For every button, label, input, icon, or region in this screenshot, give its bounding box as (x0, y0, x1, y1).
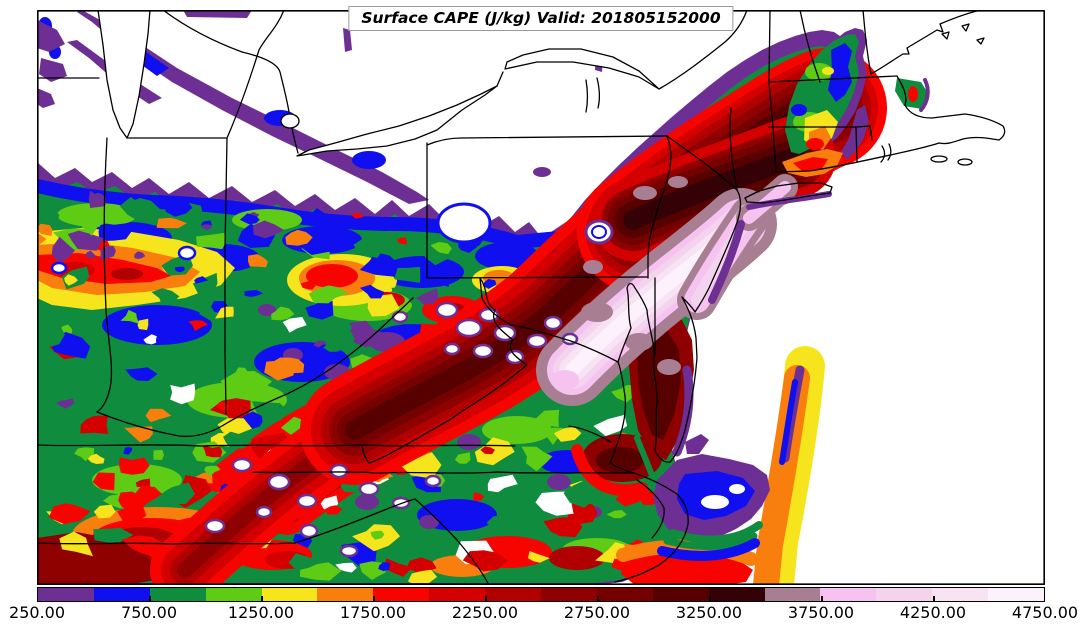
offshore-cape-bands (616, 191, 832, 585)
colorbar-tick-label: 750.00 (121, 603, 177, 622)
colorbar-segment (708, 588, 765, 601)
colorbar-segment (261, 588, 318, 601)
colorbar-segment (429, 588, 486, 601)
colorbar-tick (821, 596, 823, 601)
ny-east-border (768, 10, 777, 173)
marthas-vineyard (930, 155, 948, 163)
map-plot-area (37, 10, 1045, 585)
nantucket (957, 158, 973, 166)
delaware-river (647, 135, 672, 279)
nc-outer-banks (609, 462, 689, 583)
potomac-river (510, 324, 619, 363)
ontario-canada-shore (162, 10, 299, 154)
tn-south-nc-sc-borders (37, 498, 490, 585)
mason-dixon-line (426, 276, 648, 279)
maine-island (961, 23, 970, 32)
colorbar-segment (38, 588, 94, 601)
colorbar-segment (205, 588, 262, 601)
colorbar-tick (933, 596, 935, 601)
wv-va-ky-border (361, 277, 528, 464)
ma-north-border (768, 75, 898, 83)
narragansett-bay (880, 143, 892, 163)
colorbar-segment (93, 588, 150, 601)
colorbar-segment (149, 588, 206, 601)
colorbar-segment (596, 588, 653, 601)
lake-michigan (97, 10, 151, 139)
colorbar-segment (820, 588, 877, 601)
colorbar-segment (541, 588, 597, 601)
map-title: Surface CAPE (J/kg) Valid: 201805152000 (361, 9, 721, 27)
colorbar (37, 587, 1045, 602)
colorbar-tick-label: 3750.00 (787, 603, 855, 622)
tn-nc-va-nc-border (252, 471, 635, 474)
chesapeake-bay (609, 282, 658, 464)
hudson-river (729, 107, 738, 191)
st-lawrence-river (658, 10, 748, 90)
colorbar-tick-label: 2250.00 (451, 603, 519, 622)
colorbar-tick-label: 4750.00 (1011, 603, 1079, 622)
colorbar-tick-label: 250.00 (9, 603, 65, 622)
finger-lakes (585, 77, 601, 113)
colorbar-tick (373, 596, 375, 601)
maine-island (941, 31, 950, 40)
colorbar-tick (709, 596, 711, 601)
state-borders (37, 10, 898, 585)
map-title-box: Surface CAPE (J/kg) Valid: 201805152000 (348, 6, 734, 31)
colorbar-segment (317, 588, 374, 601)
ohio-river (96, 297, 414, 438)
geography (37, 10, 1045, 585)
lake-st-clair (280, 113, 300, 129)
colorbar-segment (764, 588, 821, 601)
cape-field (37, 10, 930, 585)
colorbar-tick (485, 596, 487, 601)
in-oh-border (224, 137, 228, 415)
colorbar-tick-label: 3250.00 (675, 603, 743, 622)
long-island (744, 182, 833, 204)
colorbar-tick-labels: 250.00 750.00 1250.00 1750.00 2250.00 2750.00… (9, 603, 1078, 627)
il-in-border (96, 137, 113, 413)
maine-coast (870, 10, 982, 75)
cape-map-canvas (37, 10, 1045, 585)
ny-nj-border (666, 135, 738, 191)
colorbar-tick-label: 1750.00 (339, 603, 407, 622)
colorbar-segment (485, 588, 542, 601)
colorbar-segment (373, 588, 430, 601)
upper-potomac (479, 277, 512, 326)
pa-north-border (426, 135, 668, 146)
no-data-holes (50, 202, 614, 558)
new-england-cape-blob (782, 28, 930, 177)
colorbar-tick-label: 4250.00 (899, 603, 967, 622)
colorbar-tick-label: 2750.00 (563, 603, 631, 622)
colorbar-tick-label: 1250.00 (227, 603, 295, 622)
colorbar-segment (652, 588, 709, 601)
colorbar-segment (876, 588, 933, 601)
ct-ri-border (855, 126, 858, 163)
nh-me-border (862, 10, 872, 75)
colorbar-tick (261, 596, 263, 601)
niagara-river (496, 71, 504, 87)
lake-erie (296, 85, 498, 157)
massachusetts-cape-cod-coast (775, 75, 1006, 173)
colorbar-tick (149, 596, 151, 601)
colorbar-tick (597, 596, 599, 601)
vt-nh-border (799, 10, 821, 83)
michigan-outline (126, 10, 285, 139)
colorbar-segment (932, 588, 989, 601)
colorbar-segment (988, 588, 1045, 601)
nj-delaware-bay-coast (654, 189, 742, 463)
coastline (510, 10, 1006, 583)
maine-island (976, 37, 985, 45)
james-river (568, 425, 612, 443)
ky-tn-va-border (37, 444, 516, 447)
ma-south-border (768, 125, 873, 141)
lake-ontario (504, 48, 660, 90)
nc-sounds (636, 479, 665, 539)
